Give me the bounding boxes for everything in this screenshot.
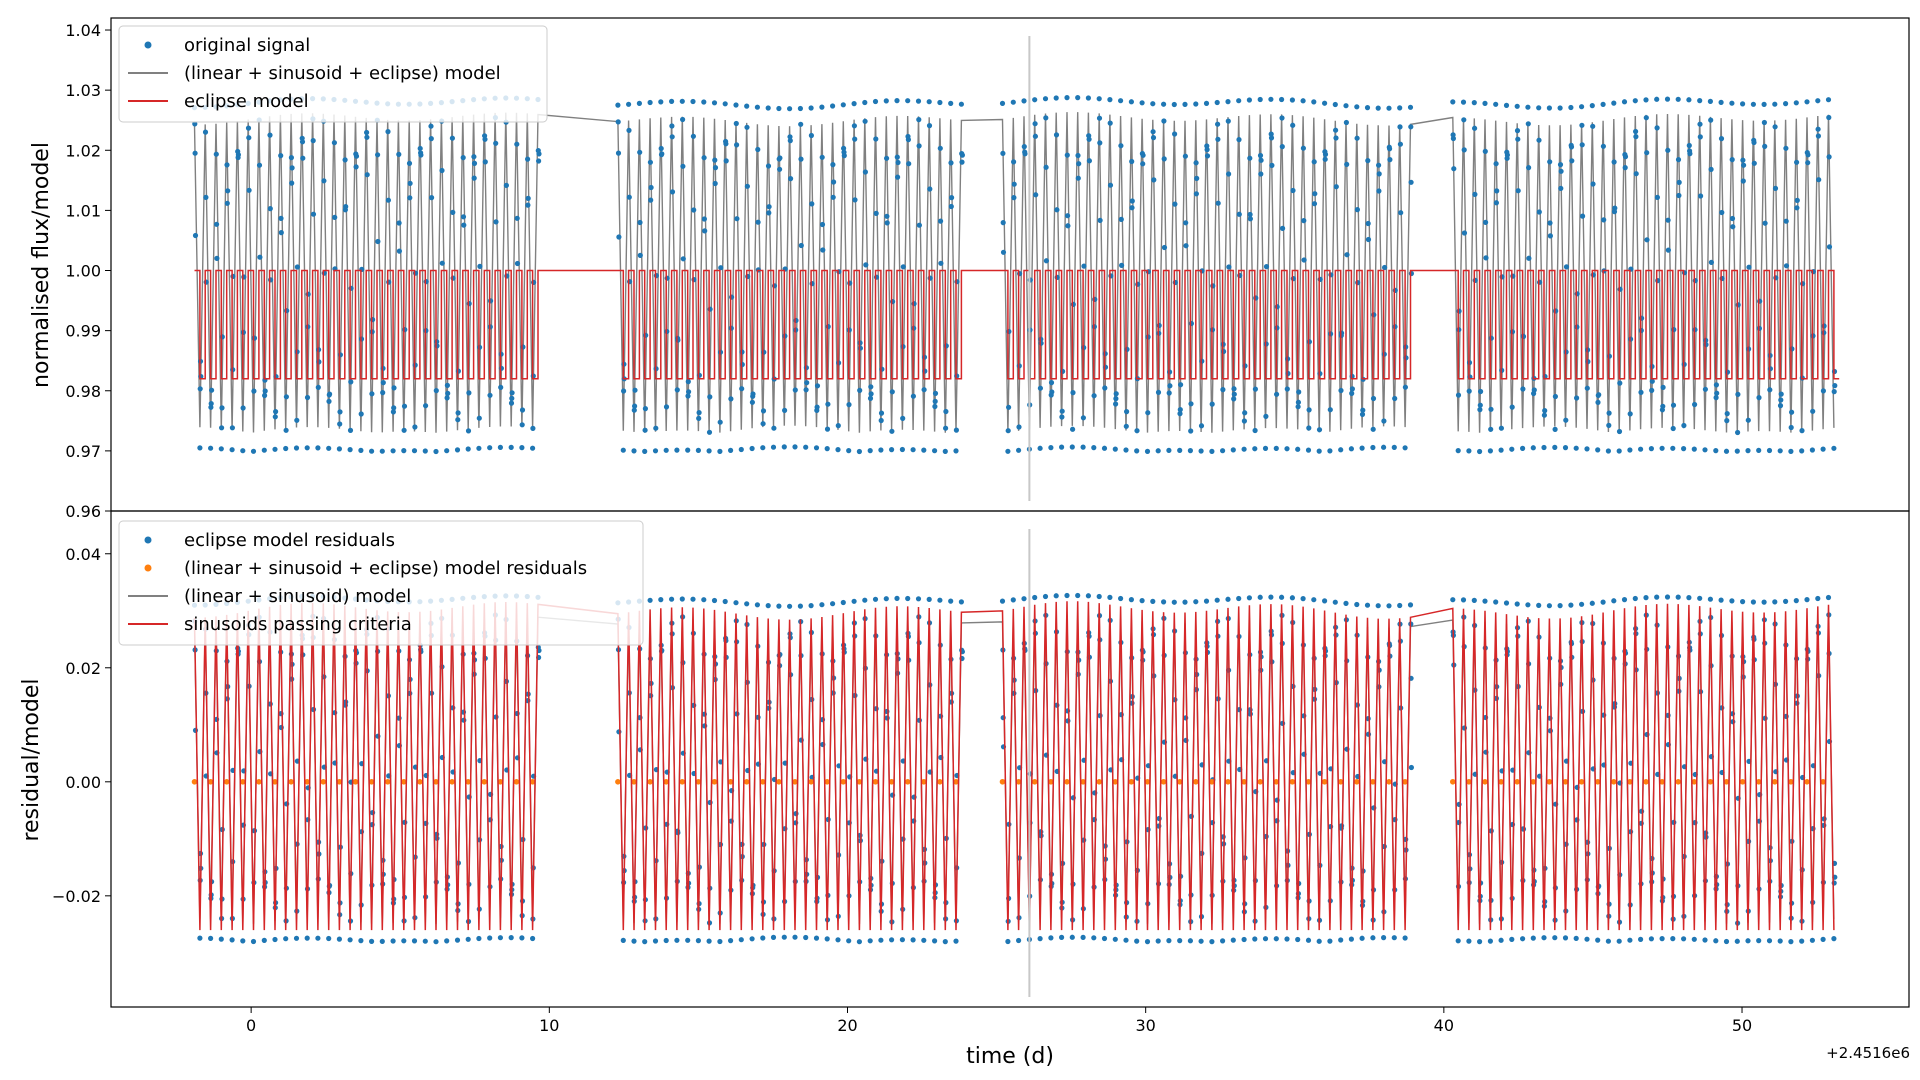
bottom-ytick-label-3: 0.04 bbox=[65, 545, 101, 564]
legend-marker-original-signal bbox=[144, 41, 152, 49]
bottom-ytick-label-0: −0.02 bbox=[52, 887, 101, 906]
bottom-y-axis-label: residual/model bbox=[19, 678, 44, 841]
top-ytick-label-7: 1.03 bbox=[65, 81, 101, 100]
legend-entry-eclipse-residuals: eclipse model residuals bbox=[184, 530, 395, 551]
bottom-legend: eclipse model residuals (linear + sinuso… bbox=[118, 520, 644, 646]
top-ytick-label-1: 0.97 bbox=[65, 442, 101, 461]
top-ytick-label-8: 1.04 bbox=[65, 21, 101, 40]
legend-marker-full-model-residuals bbox=[144, 564, 152, 572]
top-series-grey-model bbox=[193, 112, 1835, 433]
top-ytick-label-6: 1.02 bbox=[65, 141, 101, 160]
legend-entry-original-signal: original signal bbox=[184, 35, 310, 56]
xtick-label-2: 20 bbox=[837, 1016, 857, 1035]
top-y-axis: 0.96 0.97 0.98 0.99 1.00 1.01 1.02 1.03 1.04 bbox=[65, 21, 111, 521]
top-plot-area bbox=[191, 36, 1840, 501]
legend-entry-full-model: (linear + sinusoid + eclipse) model bbox=[184, 63, 501, 84]
x-axis-offset: +2.4516e6 bbox=[1826, 1044, 1910, 1062]
legend-entry-sinusoid-model: (linear + sinusoid) model bbox=[184, 586, 411, 607]
bottom-y-axis: −0.02 0.00 0.02 0.04 bbox=[52, 545, 111, 906]
x-axis: 0 10 20 30 40 50 bbox=[246, 1007, 1752, 1035]
legend-entry-eclipse-model: eclipse model bbox=[184, 91, 309, 112]
top-panel: 0.96 0.97 0.98 0.99 1.00 1.01 1.02 1.03 1.04 nor… bbox=[29, 17, 1910, 521]
top-ytick-label-3: 0.99 bbox=[65, 322, 101, 341]
xtick-label-1: 10 bbox=[539, 1016, 559, 1035]
xtick-label-3: 30 bbox=[1135, 1016, 1155, 1035]
legend-entry-full-model-residuals: (linear + sinusoid + eclipse) model resi… bbox=[184, 558, 587, 579]
bottom-series-red-model bbox=[193, 601, 1835, 931]
xtick-label-4: 40 bbox=[1434, 1016, 1454, 1035]
x-axis-label: time (d) bbox=[966, 1044, 1054, 1069]
top-ytick-label-5: 1.01 bbox=[65, 201, 101, 220]
bottom-ytick-label-1: 0.00 bbox=[65, 773, 101, 792]
legend-marker-eclipse-residuals bbox=[144, 536, 152, 544]
xtick-label-5: 50 bbox=[1732, 1016, 1752, 1035]
bottom-plot-area bbox=[191, 529, 1838, 997]
legend-entry-sinusoids-passing: sinusoids passing criteria bbox=[184, 614, 412, 635]
top-ytick-label-0: 0.96 bbox=[65, 502, 101, 521]
top-series-red-model bbox=[194, 269, 1840, 380]
xtick-label-0: 0 bbox=[246, 1016, 256, 1035]
top-legend: original signal (linear + sinusoid + ecl… bbox=[118, 25, 548, 123]
bottom-panel: −0.02 0.00 0.02 0.04 0 10 20 30 40 50 residual/m… bbox=[19, 510, 1910, 1069]
top-y-axis-label: normalised flux/model bbox=[29, 142, 54, 388]
bottom-ytick-label-2: 0.02 bbox=[65, 659, 101, 678]
top-ytick-label-4: 1.00 bbox=[65, 262, 101, 281]
top-ytick-label-2: 0.98 bbox=[65, 382, 101, 401]
